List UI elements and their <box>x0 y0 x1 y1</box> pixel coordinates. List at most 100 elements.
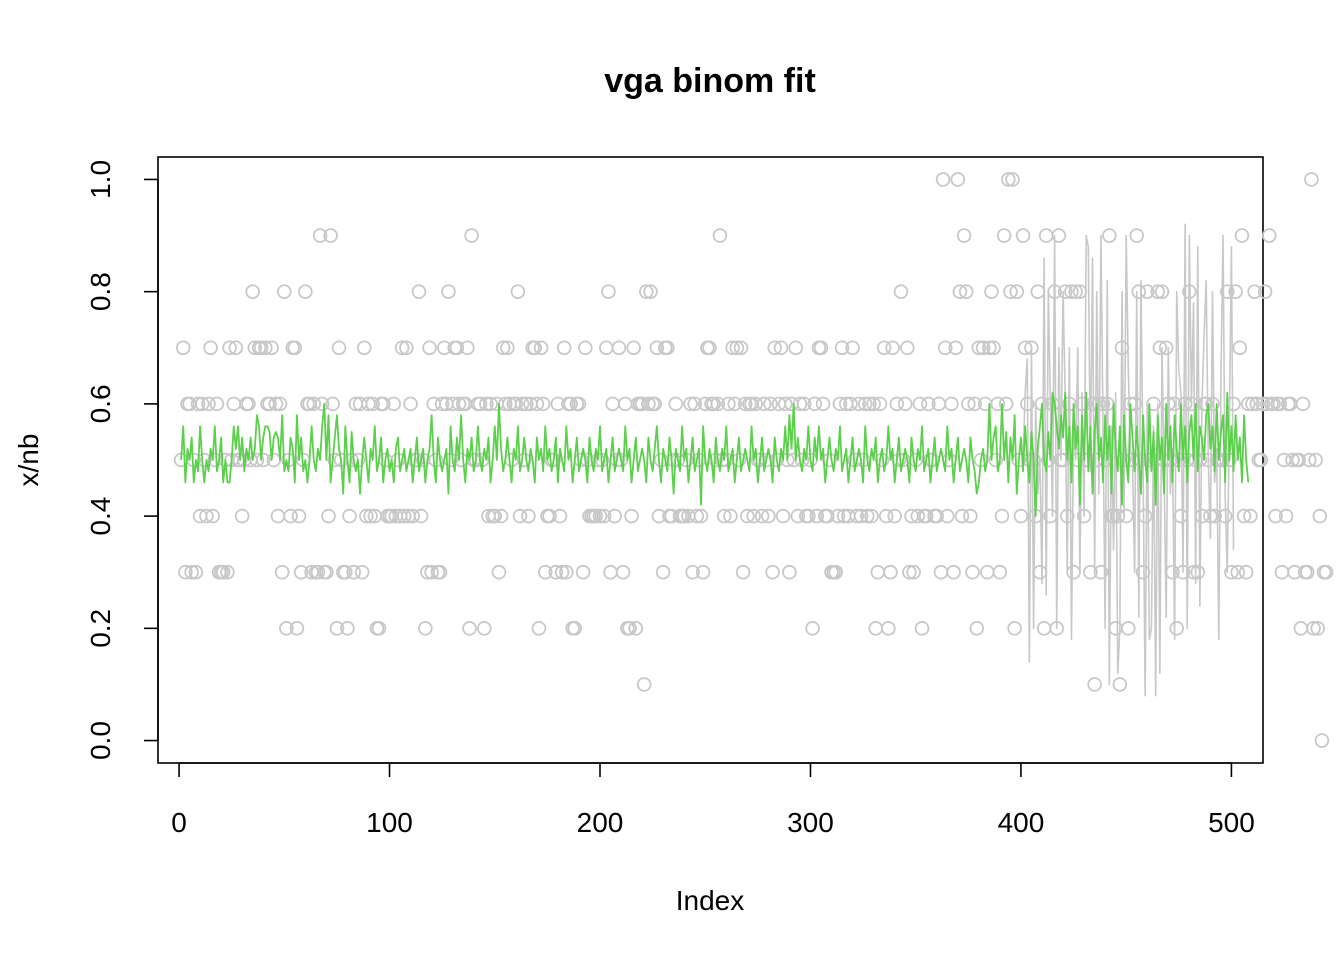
data-point <box>763 396 778 412</box>
data-point <box>727 396 743 412</box>
data-point <box>356 340 372 356</box>
data-point <box>287 340 303 356</box>
data-point <box>405 508 420 524</box>
data-point <box>952 284 968 299</box>
data-point <box>849 508 865 524</box>
data-point <box>516 452 532 468</box>
data-point <box>270 508 286 524</box>
data-point <box>851 396 867 412</box>
data-point <box>464 228 479 243</box>
data-point <box>487 508 503 524</box>
data-point <box>857 396 873 412</box>
data-point <box>338 564 353 580</box>
data-point <box>575 564 591 580</box>
data-point <box>1304 172 1319 187</box>
data-point <box>870 564 886 580</box>
data-point <box>998 396 1014 412</box>
data-point <box>641 396 656 412</box>
data-point <box>394 340 410 356</box>
data-point <box>1030 284 1046 299</box>
data-point <box>306 396 322 412</box>
data-point <box>249 452 265 468</box>
data-point <box>984 284 999 299</box>
y-axis-label: x/nb <box>13 434 44 487</box>
data-point <box>1001 172 1016 187</box>
data-point <box>1268 508 1283 524</box>
data-point <box>1308 452 1323 468</box>
data-point <box>1150 284 1166 299</box>
data-point <box>577 340 593 356</box>
data-point <box>1036 621 1052 636</box>
data-point <box>912 396 928 412</box>
data-point <box>1207 508 1222 524</box>
data-point <box>331 340 347 356</box>
data-point <box>693 508 709 524</box>
data-point <box>864 508 879 524</box>
data-point <box>1032 564 1048 580</box>
data-point <box>868 621 884 636</box>
data-point <box>340 621 355 636</box>
data-point <box>460 340 475 356</box>
data-point <box>756 396 772 412</box>
data-point <box>965 564 980 580</box>
data-point <box>649 340 665 356</box>
data-point <box>988 452 1003 468</box>
data-point <box>1257 284 1273 299</box>
data-point <box>933 564 949 580</box>
data-point <box>950 172 966 187</box>
data-point <box>843 396 858 412</box>
data-point <box>1255 396 1271 412</box>
data-point <box>542 508 557 524</box>
data-point <box>588 508 604 524</box>
data-point <box>432 564 448 580</box>
data-point <box>725 340 740 356</box>
data-point <box>866 396 881 412</box>
data-point <box>910 508 926 524</box>
data-point <box>975 340 991 356</box>
data-point <box>323 228 338 243</box>
data-point <box>1230 564 1246 580</box>
data-point <box>272 396 288 412</box>
data-point <box>1243 508 1258 524</box>
data-point <box>1005 172 1020 187</box>
data-point <box>615 564 631 580</box>
data-point <box>1266 396 1281 412</box>
data-point <box>500 340 515 356</box>
y-tick-label: 0.4 <box>85 497 116 536</box>
data-point <box>1154 284 1170 299</box>
data-point <box>883 564 898 580</box>
data-point <box>386 396 402 412</box>
data-point <box>556 340 572 356</box>
data-point <box>291 508 307 524</box>
data-point <box>1173 508 1189 524</box>
data-point <box>462 621 477 636</box>
data-point <box>702 340 717 356</box>
data-point <box>599 340 614 356</box>
data-point <box>712 228 728 243</box>
y-axis: 0.0 0.2 0.4 0.6 0.8 1.0 <box>85 160 159 760</box>
data-point <box>329 621 345 636</box>
data-point <box>611 340 627 356</box>
data-point <box>986 340 1001 356</box>
data-point <box>529 396 545 412</box>
data-point <box>1205 396 1220 412</box>
data-point <box>862 396 877 412</box>
data-point <box>190 396 206 412</box>
data-point <box>1051 228 1067 243</box>
data-point <box>617 396 633 412</box>
data-point <box>782 564 797 580</box>
data-point <box>215 564 231 580</box>
data-point <box>403 396 418 412</box>
data-point <box>1299 564 1315 580</box>
x-tick-label: 200 <box>577 807 624 838</box>
data-point <box>241 396 256 412</box>
data-point <box>887 508 902 524</box>
data-point <box>1137 508 1153 524</box>
data-point <box>552 508 568 524</box>
data-point <box>178 564 193 580</box>
data-point <box>746 508 761 524</box>
data-point <box>929 508 945 524</box>
data-point <box>1314 733 1330 748</box>
data-point <box>479 396 494 412</box>
